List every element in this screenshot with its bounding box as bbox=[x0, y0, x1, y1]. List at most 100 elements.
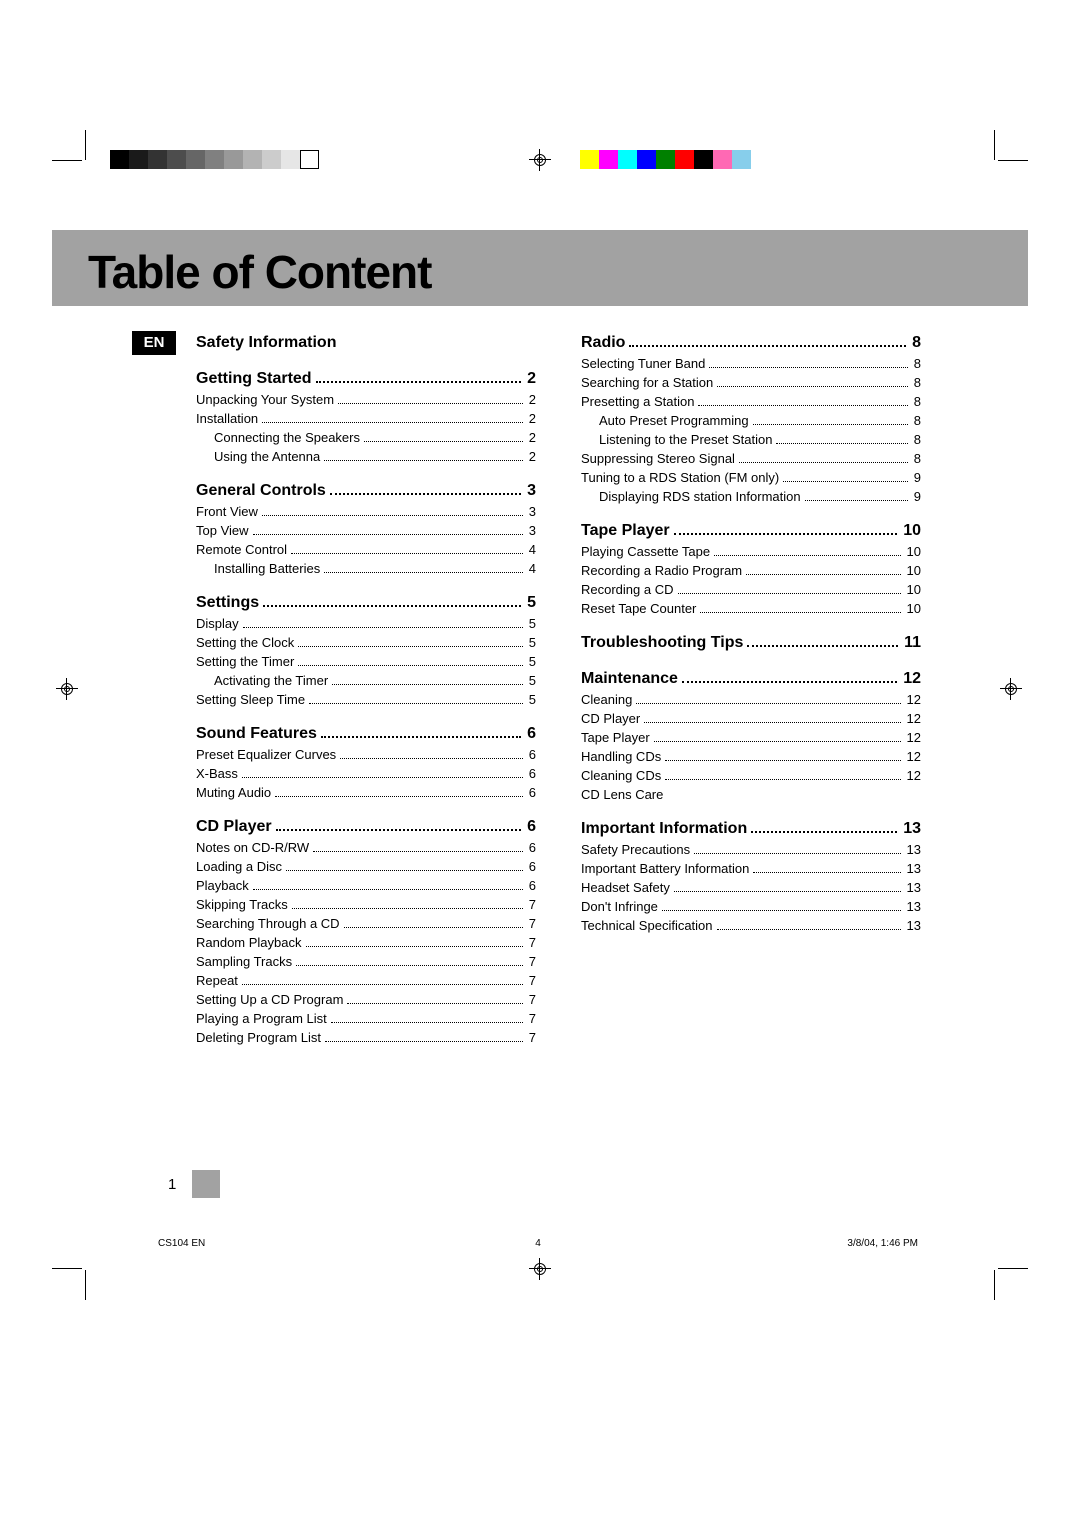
swatch bbox=[186, 150, 205, 169]
toc-page-number: 5 bbox=[527, 635, 536, 650]
toc-entry-label: Repeat bbox=[196, 973, 238, 988]
toc-dot-leader bbox=[242, 777, 523, 778]
toc-entry-label: Installation bbox=[196, 411, 258, 426]
crop-mark bbox=[998, 1268, 1028, 1269]
toc-entry-label: Activating the Timer bbox=[214, 673, 328, 688]
toc-dot-leader bbox=[678, 593, 901, 594]
toc-entry-label: Preset Equalizer Curves bbox=[196, 747, 336, 762]
toc-dot-leader bbox=[753, 872, 900, 873]
toc-section-heading: Maintenance12 bbox=[581, 670, 921, 688]
toc-page-number: 2 bbox=[525, 370, 536, 388]
toc-dot-leader bbox=[296, 965, 523, 966]
toc-entry: Display5 bbox=[196, 616, 536, 631]
swatch bbox=[599, 150, 618, 169]
grayscale-calibration-bar bbox=[110, 150, 319, 169]
toc-dot-leader bbox=[751, 831, 897, 833]
toc-entry-label: Unpacking Your System bbox=[196, 392, 334, 407]
toc-page-number: 5 bbox=[527, 654, 536, 669]
toc-page-number: 8 bbox=[912, 356, 921, 371]
toc-page-number: 10 bbox=[905, 544, 921, 559]
toc-dot-leader bbox=[324, 572, 523, 573]
toc-page-number: 8 bbox=[912, 394, 921, 409]
registration-mark-icon bbox=[58, 680, 76, 698]
toc-entry-label: Top View bbox=[196, 523, 249, 538]
swatch bbox=[224, 150, 243, 169]
toc-dot-leader bbox=[654, 741, 901, 742]
toc-entry-label: Suppressing Stereo Signal bbox=[581, 451, 735, 466]
toc-entry: Listening to the Preset Station8 bbox=[581, 432, 921, 447]
toc-dot-leader bbox=[340, 758, 523, 759]
toc-page-number: 8 bbox=[912, 432, 921, 447]
toc-entry: Safety Precautions13 bbox=[581, 842, 921, 857]
swatch bbox=[262, 150, 281, 169]
toc-dot-leader bbox=[644, 722, 900, 723]
toc-page-number: 6 bbox=[525, 725, 536, 743]
swatch bbox=[129, 150, 148, 169]
toc-dot-leader bbox=[276, 829, 522, 831]
toc-page-number: 6 bbox=[527, 747, 536, 762]
toc-entry: Random Playback7 bbox=[196, 935, 536, 950]
toc-dot-leader bbox=[275, 796, 523, 797]
toc-page-number: 10 bbox=[905, 563, 921, 578]
toc-entry-label: Setting Sleep Time bbox=[196, 692, 305, 707]
toc-dot-leader bbox=[805, 500, 908, 501]
toc-section-heading: Tape Player10 bbox=[581, 522, 921, 540]
toc-entry-label: Playing a Program List bbox=[196, 1011, 327, 1026]
toc-dot-leader bbox=[783, 481, 908, 482]
toc-entry: Unpacking Your System2 bbox=[196, 392, 536, 407]
toc-dot-leader bbox=[331, 1022, 523, 1023]
toc-entry-label: Sampling Tracks bbox=[196, 954, 292, 969]
toc-page-number: 5 bbox=[527, 692, 536, 707]
toc-page-number: 6 bbox=[527, 878, 536, 893]
toc-entry: Reset Tape Counter10 bbox=[581, 601, 921, 616]
toc-entry: Tape Player12 bbox=[581, 730, 921, 745]
toc-dot-leader bbox=[263, 605, 521, 607]
toc-page-number: 9 bbox=[912, 489, 921, 504]
toc-dot-leader bbox=[674, 533, 898, 535]
toc-entry-label: Notes on CD-R/RW bbox=[196, 840, 309, 855]
toc-section-label: Getting Started bbox=[196, 370, 312, 388]
swatch bbox=[618, 150, 637, 169]
toc-entry: Cleaning12 bbox=[581, 692, 921, 707]
toc-dot-leader bbox=[243, 627, 523, 628]
toc-entry-label: Remote Control bbox=[196, 542, 287, 557]
toc-entry: CD Lens Care bbox=[581, 787, 921, 802]
toc-page-number: 13 bbox=[905, 918, 921, 933]
toc-dot-leader bbox=[347, 1003, 522, 1004]
toc-entry: Playback6 bbox=[196, 878, 536, 893]
toc-entry: Skipping Tracks7 bbox=[196, 897, 536, 912]
toc-entry-label: Muting Audio bbox=[196, 785, 271, 800]
toc-page-number: 2 bbox=[527, 449, 536, 464]
crop-mark bbox=[85, 130, 86, 160]
toc-page-number: 6 bbox=[527, 766, 536, 781]
toc-entry: Remote Control4 bbox=[196, 542, 536, 557]
toc-dot-leader bbox=[298, 646, 522, 647]
toc-section-heading: General Controls3 bbox=[196, 482, 536, 500]
crop-mark bbox=[52, 160, 82, 161]
page-number: 1 bbox=[168, 1176, 176, 1193]
toc-entry-label: Front View bbox=[196, 504, 258, 519]
crop-mark bbox=[994, 130, 995, 160]
toc-page-number: 12 bbox=[905, 749, 921, 764]
toc-section-label: Sound Features bbox=[196, 725, 317, 743]
toc-section-heading: Sound Features 6 bbox=[196, 725, 536, 743]
toc-page-number: 7 bbox=[527, 954, 536, 969]
toc-entry: Loading a Disc6 bbox=[196, 859, 536, 874]
toc-page-number: 6 bbox=[525, 818, 536, 836]
swatch bbox=[637, 150, 656, 169]
toc-page-number: 12 bbox=[905, 768, 921, 783]
toc-page-number: 12 bbox=[905, 692, 921, 707]
toc-page-number: 5 bbox=[527, 673, 536, 688]
toc-dot-leader bbox=[292, 908, 523, 909]
toc-entry: Preset Equalizer Curves 6 bbox=[196, 747, 536, 762]
toc-section-heading: Safety Information bbox=[196, 334, 536, 352]
toc-section-heading: Settings5 bbox=[196, 594, 536, 612]
toc-page-number: 3 bbox=[525, 482, 536, 500]
toc-page-number: 7 bbox=[527, 1030, 536, 1045]
toc-entry: Playing Cassette Tape10 bbox=[581, 544, 921, 559]
swatch bbox=[110, 150, 129, 169]
toc-page-number: 7 bbox=[527, 992, 536, 1007]
toc-page-number: 13 bbox=[905, 880, 921, 895]
toc-dot-leader bbox=[747, 645, 898, 647]
toc-dot-leader bbox=[325, 1041, 523, 1042]
